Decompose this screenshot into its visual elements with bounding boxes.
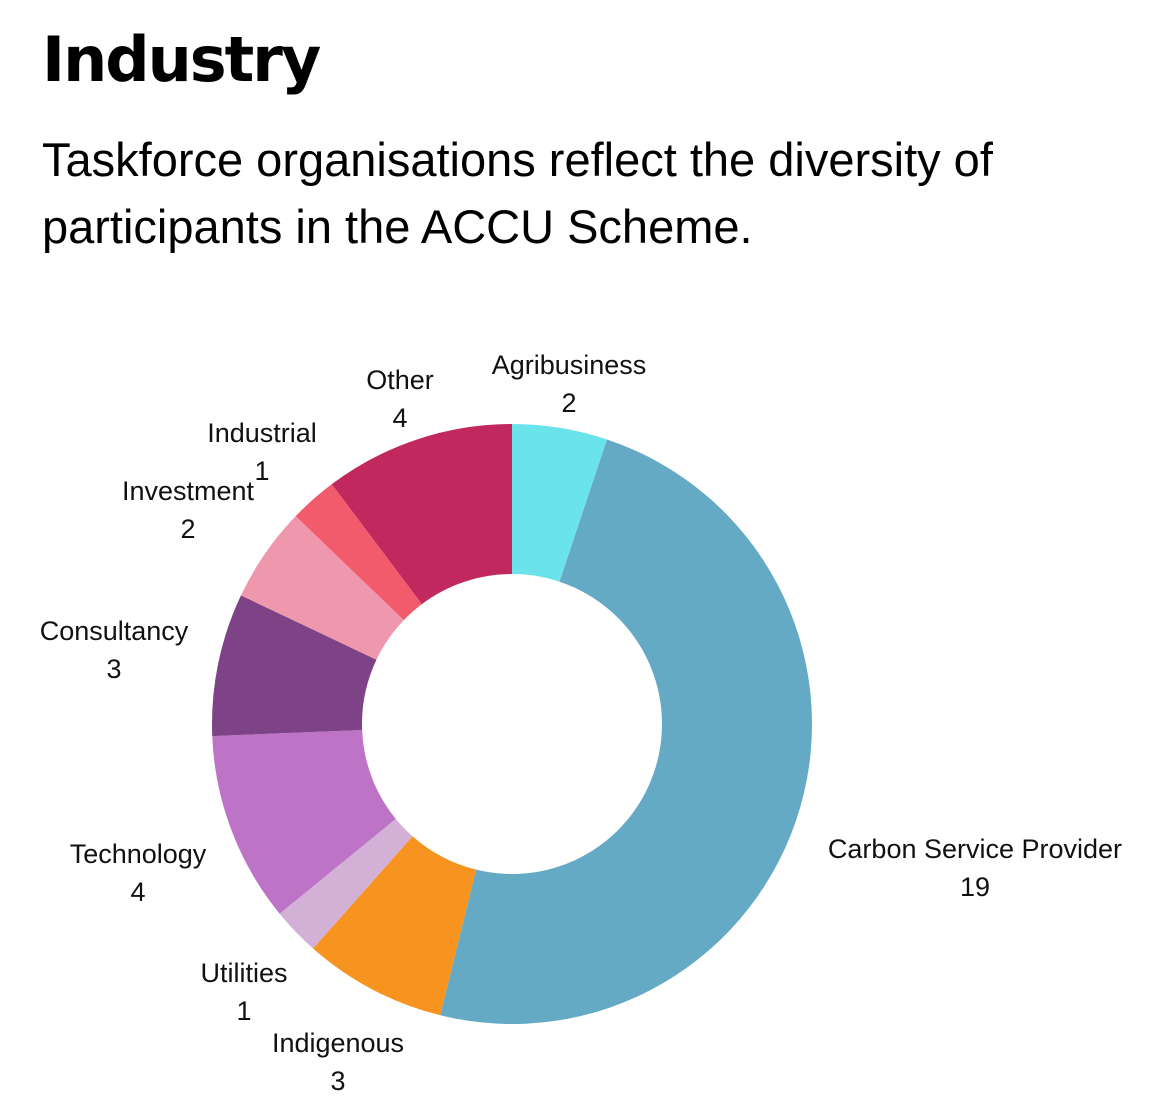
slice-label-industrial: Industrial	[207, 418, 317, 448]
slice-label-indigenous: Indigenous	[272, 1028, 404, 1058]
slice-label-carbon-service-provider: Carbon Service Provider	[828, 834, 1122, 864]
chart-subtitle: Taskforce organisations reflect the dive…	[42, 133, 993, 253]
slice-consultancy	[212, 595, 377, 737]
chart-title: Industry	[42, 23, 321, 96]
slice-technology	[212, 730, 396, 914]
slice-value-other: 4	[392, 403, 407, 433]
slice-label-utilities: Utilities	[200, 958, 287, 988]
slice-utilities	[279, 818, 413, 949]
slice-carbon-service-provider	[440, 439, 813, 1025]
slice-investment	[240, 516, 404, 660]
slice-value-technology: 4	[130, 877, 145, 907]
slice-value-utilities: 1	[236, 996, 251, 1026]
slice-label-technology: Technology	[70, 839, 207, 869]
slice-label-consultancy: Consultancy	[40, 616, 189, 646]
slice-value-industrial: 1	[254, 456, 269, 486]
slice-value-indigenous: 3	[330, 1066, 345, 1096]
slice-industrial	[295, 484, 422, 621]
slice-label-other: Other	[366, 365, 434, 395]
slice-label-agribusiness: Agribusiness	[492, 350, 647, 380]
slice-value-consultancy: 3	[106, 654, 121, 684]
slice-label-investment: Investment	[122, 476, 255, 506]
slice-value-investment: 2	[180, 514, 195, 544]
slice-indigenous	[313, 836, 477, 1016]
slice-other	[331, 424, 512, 605]
slice-agribusiness	[512, 424, 608, 582]
slice-value-agribusiness: 2	[561, 388, 576, 418]
slice-value-carbon-service-provider: 19	[960, 872, 990, 902]
